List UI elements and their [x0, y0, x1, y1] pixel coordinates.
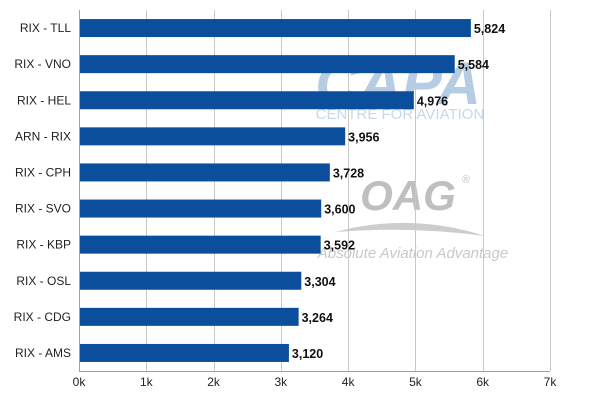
x-tick-label: 4k — [342, 375, 356, 389]
bar — [80, 91, 414, 110]
bar — [80, 235, 321, 254]
bar — [80, 271, 302, 290]
category-label: RIX - KBP — [16, 238, 71, 252]
oag-logo: OAG — [360, 172, 456, 219]
value-label: 3,264 — [302, 311, 333, 325]
x-tick-label: 6k — [476, 375, 490, 389]
value-label: 3,120 — [292, 347, 323, 361]
value-label: 5,824 — [474, 22, 505, 36]
category-label: RIX - OSL — [16, 274, 71, 288]
category-label: RIX - SVO — [15, 202, 71, 216]
bar — [80, 19, 471, 38]
value-label: 3,592 — [324, 239, 355, 253]
bar — [80, 163, 330, 182]
x-tick-label: 1k — [140, 375, 154, 389]
oag-registered-mark: ® — [462, 174, 470, 186]
category-label: RIX - AMS — [15, 346, 71, 360]
value-label: 3,728 — [333, 166, 364, 180]
labels: 0k 1k 2k 3k 4k 5k 6k 7k RIX - TLL 5,824 RIX - VNO 5… — [14, 21, 558, 389]
bar — [80, 55, 455, 74]
value-label: 3,956 — [348, 130, 379, 144]
bar — [80, 307, 299, 326]
x-tick-label: 2k — [207, 375, 221, 389]
value-label: 3,304 — [304, 275, 335, 289]
category-label: ARN - RIX — [15, 129, 71, 143]
category-label: RIX - VNO — [14, 57, 71, 71]
bar — [80, 127, 346, 146]
category-label: RIX - CPH — [15, 165, 71, 179]
bar — [80, 199, 322, 218]
x-tick-label: 7k — [544, 375, 558, 389]
capa-subtitle: CENTRE FOR AVIATION — [316, 106, 485, 123]
category-label: RIX - TLL — [20, 21, 71, 35]
bar — [80, 343, 289, 362]
value-label: 3,600 — [324, 203, 355, 217]
oag-watermark: OAG ® Absolute Aviation Advantage — [317, 172, 508, 262]
oag-tagline: Absolute Aviation Advantage — [317, 245, 508, 262]
oag-swoosh-shape — [335, 222, 485, 236]
value-label: 4,976 — [417, 94, 448, 108]
x-tick-label: 5k — [409, 375, 423, 389]
x-tick-label: 0k — [73, 375, 87, 389]
category-label: RIX - CDG — [14, 310, 71, 324]
value-label: 5,584 — [458, 58, 489, 72]
category-label: RIX - HEL — [17, 93, 71, 107]
x-tick-label: 3k — [275, 375, 289, 389]
bars — [80, 19, 471, 362]
